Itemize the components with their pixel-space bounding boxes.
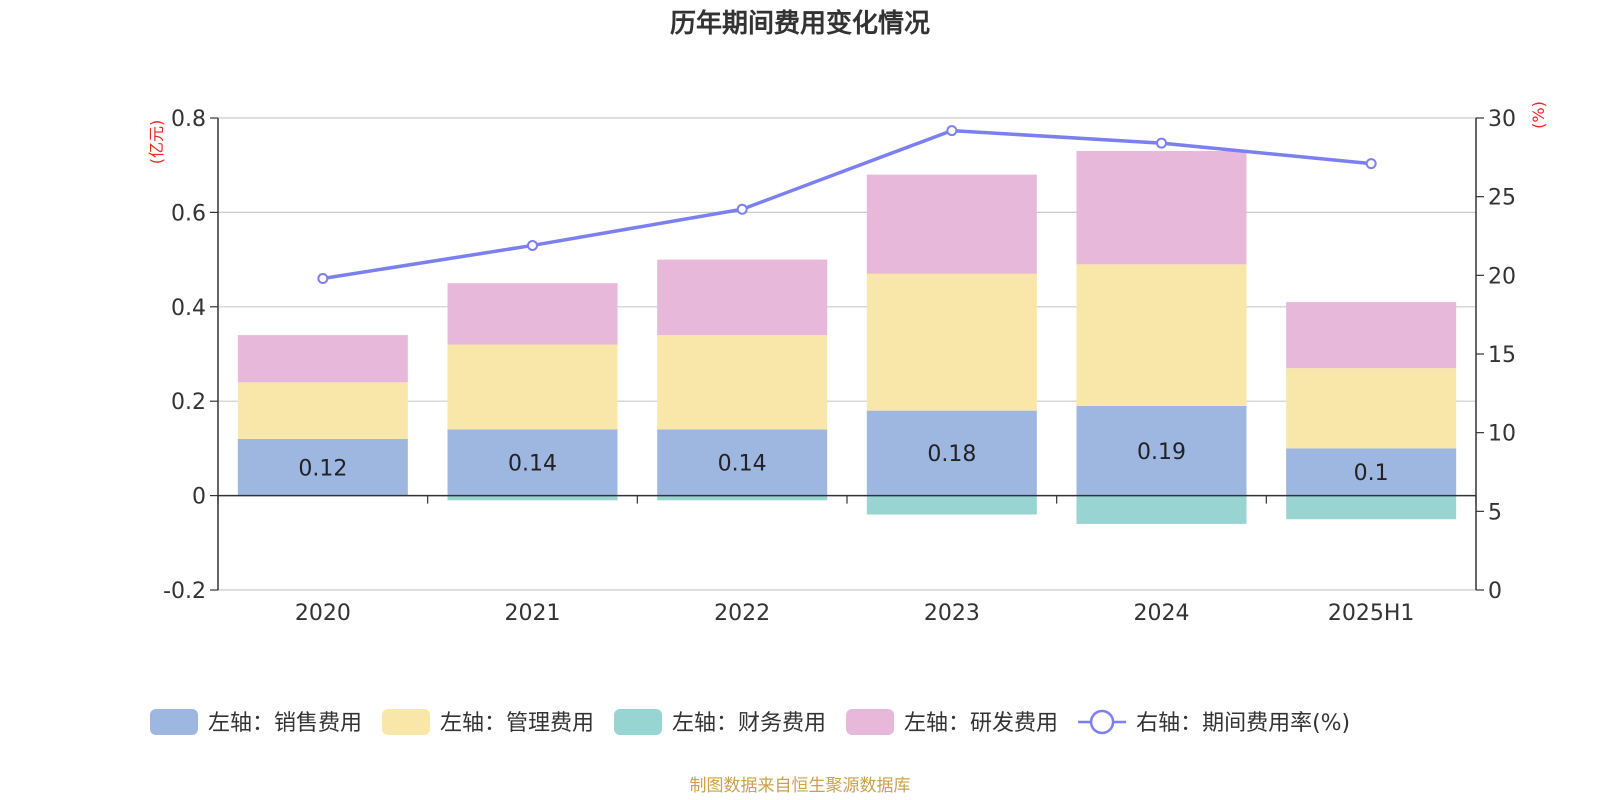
bar-左轴：财务费用-2025H1 <box>1286 495 1457 520</box>
rate-line <box>317 125 1377 284</box>
x-tick-label: 2022 <box>714 601 770 626</box>
bar-左轴：销售费用-2021 <box>447 429 618 496</box>
bar-左轴：财务费用-2024 <box>1076 495 1247 524</box>
rate-line-path <box>322 128 1372 281</box>
right-tick-label: 5 <box>1488 500 1502 525</box>
bar-左轴：销售费用-2025H1 <box>1286 448 1457 496</box>
right-tick-label: 10 <box>1488 422 1516 447</box>
bar-左轴：管理费用-2023 <box>866 273 1037 411</box>
left-tick-label: 0.6 <box>171 201 206 226</box>
right-tick-label: 15 <box>1488 343 1516 368</box>
bar-左轴：管理费用-2022 <box>657 335 828 430</box>
data-labels: 0.12 0.14 0.14 0.18 0.19 0.1 <box>298 440 1388 486</box>
bar-左轴：研发费用-2025H1 <box>1286 302 1457 369</box>
legend-circle-icon <box>1089 709 1115 735</box>
left-tick-label: 0 <box>192 485 206 510</box>
legend-label: 左轴：管理费用 <box>440 711 594 736</box>
data-label: 0.14 <box>718 452 767 477</box>
bar-左轴：管理费用-2024 <box>1076 264 1247 406</box>
data-label: 0.19 <box>1137 440 1186 465</box>
x-tick-label: 2020 <box>295 601 351 626</box>
legend-swatch <box>846 709 895 735</box>
axes: -0.2 0 0.2 0.4 0.6 0.8 0 5 10 15 20 25 30 2020 2021 202… <box>163 107 1516 626</box>
left-tick-label: 0.4 <box>171 296 206 321</box>
bar-左轴：研发费用-2021 <box>447 283 618 345</box>
left-tick-label: 0.2 <box>171 390 206 415</box>
bar-左轴：财务费用-2021 <box>447 495 618 501</box>
data-label: 0.18 <box>927 442 976 467</box>
bar-左轴：财务费用-2022 <box>657 495 828 501</box>
bar-左轴：销售费用-2024 <box>1076 405 1247 496</box>
x-tick-label: 2024 <box>1134 601 1190 626</box>
bar-左轴：管理费用-2020 <box>237 382 408 439</box>
legend-swatch <box>150 709 198 735</box>
bar-左轴：研发费用-2020 <box>237 335 408 383</box>
rate-line-point <box>527 239 538 251</box>
data-label: 0.12 <box>298 456 347 481</box>
legend-swatch <box>382 709 431 735</box>
bars <box>237 151 1457 524</box>
right-tick-label: 20 <box>1488 264 1516 289</box>
x-tick-label: 2023 <box>924 601 980 626</box>
rate-line-point <box>946 125 958 137</box>
legend-label: 左轴：销售费用 <box>208 711 362 736</box>
right-tick-label: 25 <box>1488 186 1516 211</box>
left-tick-label: -0.2 <box>163 579 206 604</box>
bar-左轴：管理费用-2021 <box>447 344 618 430</box>
legend-label: 右轴：期间费用率(%) <box>1136 711 1350 736</box>
bar-左轴：研发费用-2023 <box>866 174 1037 274</box>
bar-左轴：研发费用-2024 <box>1076 151 1247 265</box>
rate-line-point <box>1365 158 1377 170</box>
rate-line-point <box>736 203 748 215</box>
grid-lines <box>218 117 1476 591</box>
left-axis-unit: (亿元) <box>147 120 166 165</box>
rate-line-point <box>1156 137 1167 149</box>
right-tick-label: 0 <box>1488 579 1502 604</box>
legend-swatch <box>614 709 663 735</box>
bar-左轴：财务费用-2023 <box>866 495 1037 515</box>
bar-左轴：管理费用-2025H1 <box>1286 368 1457 449</box>
x-tick-label: 2021 <box>505 601 561 626</box>
legend-label: 左轴：研发费用 <box>904 711 1058 736</box>
bar-左轴：销售费用-2022 <box>657 429 828 496</box>
bar-左轴：销售费用-2023 <box>866 410 1037 496</box>
data-label: 0.14 <box>508 452 557 477</box>
rate-line-point <box>317 272 329 284</box>
chart-title: 历年期间费用变化情况 <box>670 8 930 39</box>
legend: 左轴：销售费用 左轴：管理费用 左轴：财务费用 左轴：研发费用 右轴：期间费用率(%) <box>150 709 1350 736</box>
bar-左轴：销售费用-2020 <box>237 438 408 496</box>
bar-左轴：研发费用-2022 <box>657 259 828 336</box>
data-label: 0.1 <box>1354 461 1389 486</box>
left-tick-label: 0.8 <box>171 107 206 132</box>
right-tick-label: 30 <box>1488 107 1516 132</box>
source-note: 制图数据来自恒生聚源数据库 <box>690 776 911 796</box>
legend-label: 左轴：财务费用 <box>672 711 826 736</box>
right-axis-unit: (%) <box>1529 101 1548 129</box>
x-tick-label: 2025H1 <box>1328 601 1415 626</box>
